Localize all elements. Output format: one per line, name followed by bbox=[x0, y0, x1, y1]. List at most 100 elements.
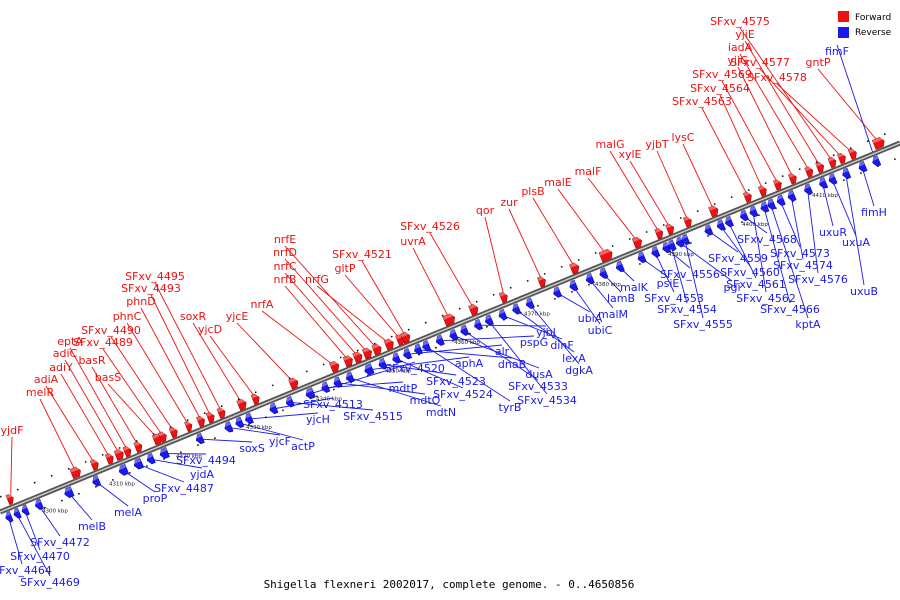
gene-arrow[interactable] bbox=[91, 475, 102, 488]
gene-phnD[interactable] bbox=[196, 415, 206, 428]
gene-SFxv_4561[interactable] bbox=[723, 215, 734, 228]
gene-actP[interactable] bbox=[233, 416, 245, 429]
gene-yjcF[interactable] bbox=[222, 421, 234, 433]
gene-label-SFxv_4523[interactable]: SFxv_4523 bbox=[426, 375, 486, 388]
gene-arrow[interactable] bbox=[584, 273, 595, 285]
gene-arrow[interactable] bbox=[250, 393, 261, 405]
gene-label-zur[interactable]: zur bbox=[500, 196, 518, 209]
gene-arrow[interactable] bbox=[598, 248, 614, 263]
gene-fimF[interactable] bbox=[870, 155, 882, 168]
gene-arrow[interactable] bbox=[803, 183, 813, 196]
gene-zur[interactable] bbox=[537, 275, 547, 288]
gene-label-uxuB[interactable]: uxuB bbox=[850, 285, 878, 298]
gene-label-basS[interactable]: basS bbox=[95, 371, 121, 384]
gene-lysC[interactable] bbox=[708, 204, 720, 218]
gene-SFxv_4493[interactable] bbox=[205, 411, 216, 424]
gene-arrow[interactable] bbox=[377, 358, 388, 370]
gene-arrow[interactable] bbox=[145, 452, 156, 465]
gene-arrow[interactable] bbox=[113, 448, 125, 461]
gene-label-SFxv_4562[interactable]: SFxv_4562 bbox=[736, 292, 796, 305]
gene-eptA[interactable] bbox=[122, 445, 133, 458]
gene-label-SFxv_4490[interactable]: SFxv_4490 bbox=[81, 324, 141, 337]
gene-arrow[interactable] bbox=[665, 223, 676, 235]
gene-arrow[interactable] bbox=[33, 498, 44, 511]
gene-arrow[interactable] bbox=[196, 415, 206, 428]
gene-arrow[interactable] bbox=[184, 420, 194, 433]
gene-SFxv_4494[interactable] bbox=[158, 447, 170, 459]
gene-SFxv_4495[interactable] bbox=[216, 406, 227, 419]
gene-label-soxS[interactable]: soxS bbox=[239, 442, 265, 455]
gene-arrow[interactable] bbox=[847, 148, 858, 160]
gene-label-xylE[interactable]: xylE bbox=[618, 148, 641, 161]
gene-label-SFxv_4555[interactable]: SFxv_4555 bbox=[673, 318, 733, 331]
gene-arrow[interactable] bbox=[12, 507, 22, 520]
gene-arrow[interactable] bbox=[759, 201, 770, 214]
gene-SFxv_4563[interactable] bbox=[742, 190, 753, 203]
gene-yjiG[interactable] bbox=[787, 172, 798, 185]
gene-pgi[interactable] bbox=[674, 236, 685, 248]
gene-label-pgi[interactable]: pgi bbox=[723, 281, 740, 294]
gene-SFxv_4553[interactable] bbox=[649, 246, 661, 258]
gene-lamB[interactable] bbox=[597, 267, 609, 280]
gene-arrow[interactable] bbox=[787, 172, 798, 185]
gene-label-SFxv_4575[interactable]: SFxv_4575 bbox=[710, 15, 770, 28]
gene-arrow[interactable] bbox=[400, 331, 411, 344]
gene-mdtP[interactable] bbox=[319, 381, 331, 394]
gene-arrow[interactable] bbox=[320, 381, 331, 394]
gene-aphA[interactable] bbox=[362, 363, 375, 376]
gene-arrow[interactable] bbox=[723, 215, 734, 228]
gene-SFxv_4489[interactable] bbox=[157, 430, 168, 443]
gene-label-fimF[interactable]: fimF bbox=[825, 45, 849, 58]
gene-plsB[interactable] bbox=[569, 261, 580, 275]
gene-arrow[interactable] bbox=[342, 355, 354, 368]
gene-arrow[interactable] bbox=[223, 421, 234, 433]
gene-label-SFxv_4561[interactable]: SFxv_4561 bbox=[726, 278, 786, 291]
gene-arrow[interactable] bbox=[89, 459, 100, 471]
gene-adiC[interactable] bbox=[113, 448, 125, 461]
gene-malK[interactable] bbox=[614, 260, 625, 273]
gene-arrow[interactable] bbox=[650, 246, 661, 258]
gene-label-mdtO[interactable]: mdtO bbox=[410, 394, 441, 407]
gene-SFxv_4469[interactable] bbox=[12, 507, 22, 520]
gene-label-SFxv_4553[interactable]: SFxv_4553 bbox=[644, 292, 704, 305]
gene-label-SFxv_4554[interactable]: SFxv_4554 bbox=[657, 303, 717, 316]
gene-label-phnC[interactable]: phnC bbox=[113, 310, 142, 323]
gene-label-basR[interactable]: basR bbox=[78, 354, 105, 367]
gene-label-dusA[interactable]: dusA bbox=[525, 368, 553, 381]
gene-label-dinF[interactable]: dinF bbox=[550, 339, 573, 352]
gene-arrow[interactable] bbox=[69, 466, 83, 480]
gene-yjcD[interactable] bbox=[250, 392, 261, 405]
gene-arrow[interactable] bbox=[434, 334, 445, 347]
gene-arrow[interactable] bbox=[636, 251, 647, 264]
gene-label-qor[interactable]: qor bbox=[476, 204, 495, 217]
gene-arrow[interactable] bbox=[738, 209, 749, 222]
gene-label-kptA[interactable]: kptA bbox=[795, 318, 821, 331]
gene-label-SFxv_4515[interactable]: SFxv_4515 bbox=[343, 410, 403, 423]
gene-label-yjcF[interactable]: yjcF bbox=[269, 435, 291, 448]
gene-mdtN[interactable] bbox=[344, 371, 355, 384]
gene-nrfG[interactable] bbox=[383, 337, 395, 351]
gene-arrow[interactable] bbox=[674, 236, 685, 248]
gene-yjcE[interactable] bbox=[288, 376, 300, 390]
gene-gntP[interactable] bbox=[871, 136, 886, 150]
gene-qor[interactable] bbox=[498, 291, 509, 304]
gene-SFxv_4574[interactable] bbox=[786, 190, 797, 202]
gene-dinF[interactable] bbox=[497, 308, 508, 321]
gene-label-phnD[interactable]: phnD bbox=[126, 295, 155, 308]
gene-yjbJ[interactable] bbox=[472, 318, 483, 331]
gene-label-melB[interactable]: melB bbox=[78, 520, 106, 533]
gene-label-yjcH[interactable]: yjcH bbox=[306, 413, 330, 426]
gene-SFxv_4515[interactable] bbox=[284, 396, 295, 408]
gene-soxS[interactable] bbox=[194, 432, 205, 445]
gene-arrow[interactable] bbox=[391, 352, 402, 365]
gene-arrow[interactable] bbox=[614, 260, 625, 273]
gene-arrow[interactable] bbox=[742, 191, 753, 203]
gene-label-SFxv_4495[interactable]: SFxv_4495 bbox=[125, 270, 185, 283]
gene-arrow[interactable] bbox=[524, 297, 535, 310]
gene-arrow[interactable] bbox=[288, 377, 300, 390]
gene-label-nrfB[interactable]: nrfB bbox=[274, 273, 297, 286]
gene-SFxv_4559[interactable] bbox=[702, 224, 714, 237]
gene-label-iadA[interactable]: iadA bbox=[728, 41, 753, 54]
gene-SFxv_4534[interactable] bbox=[483, 314, 494, 327]
gene-arrow[interactable] bbox=[332, 376, 343, 389]
